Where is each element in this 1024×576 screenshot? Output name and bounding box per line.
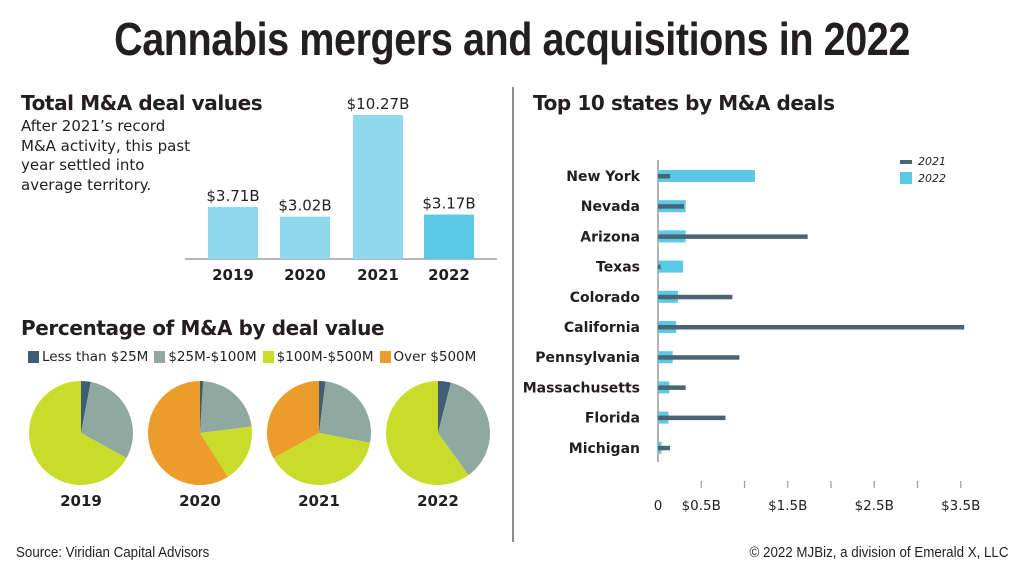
- legend-label: Over $500M: [393, 349, 477, 365]
- legend-swatch-2021: [900, 160, 912, 164]
- pie-slice-25-100: [200, 381, 252, 433]
- bar-2021-colorado: [658, 294, 733, 300]
- state-label: Massachusetts: [523, 380, 640, 396]
- bar-2021-texas: [658, 264, 661, 270]
- bar-value-label: $3.17B: [422, 195, 475, 213]
- pie-2020: [148, 381, 252, 485]
- bar-2021-california: [658, 325, 965, 330]
- states-bar-chart: New York Nevada Arizona Texas Colorado Califo…: [523, 155, 981, 514]
- bar-2021-new-york: [658, 174, 671, 179]
- state-label: Texas: [596, 260, 640, 276]
- bar-2020: [280, 216, 330, 259]
- bar-2019: [208, 206, 258, 259]
- state-label: Nevada: [581, 199, 640, 215]
- bar-2022-texas: [658, 260, 684, 273]
- pie-slice-100-500: [200, 426, 252, 477]
- legend-swatch: [379, 351, 391, 363]
- state-label: Arizona: [580, 229, 640, 245]
- pie-slice-lt25: [200, 381, 204, 433]
- pie-slice-25-100: [81, 381, 134, 459]
- bar-2022-new-york: [658, 170, 755, 182]
- bar-value-label: $3.02B: [278, 197, 331, 215]
- legend-label: $100M-$500M: [276, 349, 374, 365]
- state-label: Florida: [585, 411, 640, 427]
- page-title: Cannabis mergers and acquisitions in 202…: [114, 13, 910, 65]
- section-divider: [512, 87, 514, 542]
- pie-slice-lt25: [81, 381, 91, 433]
- bar-2021-michigan: [658, 445, 671, 451]
- pie-slice-100-500: [29, 381, 127, 485]
- legend-item-100-500: $100M-$500M: [262, 349, 374, 365]
- pie-slice-over500: [267, 381, 319, 459]
- x-tick-label: $1.5B: [768, 498, 807, 514]
- copyright-note: © 2022 MJBiz, a division of Emerald X, L…: [749, 545, 1008, 561]
- x-tick-label: $2.5B: [855, 498, 894, 514]
- pie-year-label: 2021: [298, 492, 340, 510]
- x-tick-label: $3.5B: [941, 498, 980, 514]
- legend-item-lt25: Less than $25M: [28, 349, 148, 365]
- pie-slice-lt25: [319, 381, 326, 433]
- legend-swatch-2022: [900, 172, 912, 184]
- legend-label-2021: 2021: [918, 155, 946, 168]
- legend-swatch: [154, 351, 166, 363]
- deal-values-title: Total M&A deal values: [21, 91, 263, 115]
- bar-value-label: $10.27B: [347, 95, 410, 113]
- pie-2019: [29, 381, 134, 485]
- pie-year-label: 2019: [60, 492, 102, 510]
- x-tick-label: 2020: [284, 266, 326, 284]
- legend-label: Less than $25M: [42, 349, 149, 365]
- x-tick-label: 0: [654, 498, 663, 514]
- bar-value-label: $3.71B: [206, 187, 259, 205]
- pie-legend: Less than $25M $25M-$100M $100M-$500M Ov…: [28, 349, 482, 365]
- legend-label: $25M-$100M: [168, 349, 257, 365]
- legend-item-over500: Over $500M: [379, 349, 477, 365]
- pie-slice-100-500: [273, 433, 371, 485]
- legend-swatch: [262, 351, 274, 363]
- bar-2021-pennsylvania: [658, 355, 740, 360]
- bar-2022: [424, 214, 474, 259]
- pie-slice-25-100: [319, 381, 371, 443]
- pie-slice-100-500: [386, 381, 469, 485]
- states-title: Top 10 states by M&A deals: [533, 91, 835, 115]
- pie-year-label: 2022: [417, 492, 459, 510]
- state-label: California: [564, 320, 640, 336]
- state-label: Pennsylvania: [535, 350, 640, 366]
- pie-year-label: 2020: [179, 492, 221, 510]
- pie-slice-25-100: [438, 382, 490, 476]
- x-tick-label: $0.5B: [682, 498, 721, 514]
- deal-values-subtitle: After 2021’s record M&A activity, this p…: [21, 117, 191, 194]
- bar-2021-massachusetts: [658, 385, 686, 390]
- state-label: New York: [566, 169, 640, 185]
- pie-2021: [267, 381, 371, 485]
- legend-label-2022: 2022: [918, 172, 946, 185]
- bar-2021-nevada: [658, 204, 684, 209]
- state-label: Michigan: [569, 441, 640, 457]
- bar-2021: [353, 115, 403, 259]
- pie-slice-over500: [148, 381, 228, 485]
- legend-item-25-100: $25M-$100M: [154, 349, 257, 365]
- deal-values-bar-chart: $3.71B 2019 $3.02B 2020 $10.27B 2021 $3.17B 202…: [185, 95, 497, 284]
- pie-slice-lt25: [438, 381, 451, 433]
- legend-swatch: [28, 351, 39, 363]
- bar-2021-arizona: [658, 234, 808, 239]
- pie-charts: 2019 2020 2021 2022: [29, 381, 490, 510]
- x-tick-label: 2019: [212, 266, 254, 284]
- bar-2021-florida: [658, 415, 726, 421]
- pie-2022: [386, 381, 490, 485]
- x-tick-label: 2021: [357, 266, 399, 284]
- pie-section-title: Percentage of M&A by deal value: [21, 316, 385, 340]
- source-note: Source: Viridian Capital Advisors: [16, 545, 210, 561]
- state-label: Colorado: [570, 290, 641, 306]
- x-tick-label: 2022: [428, 266, 470, 284]
